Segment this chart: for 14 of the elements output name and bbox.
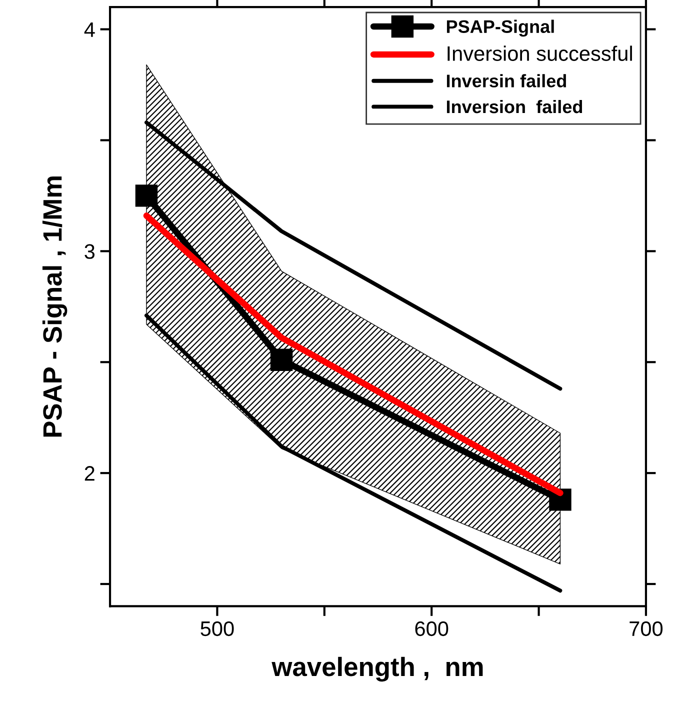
x-tick-label: 700 <box>630 621 663 636</box>
x-tick-label: 500 <box>200 621 234 636</box>
x-axis-title: wavelength , nm <box>272 656 483 682</box>
legend-label: PSAP-Signal <box>446 20 554 37</box>
y-tick-label: 2 <box>84 466 94 481</box>
x-tick-label: 600 <box>415 621 448 636</box>
legend-label: Inversion successful <box>448 46 632 61</box>
point <box>135 184 158 207</box>
y-tick-label: 3 <box>84 244 95 259</box>
y-axis-title: PSAP - Signal , 1/Mm <box>42 176 68 437</box>
legend-label: Inversion failed <box>446 100 582 114</box>
y-tick-label: 4 <box>84 22 95 37</box>
point <box>270 348 293 372</box>
legend-label: Inversin failed <box>446 74 566 88</box>
